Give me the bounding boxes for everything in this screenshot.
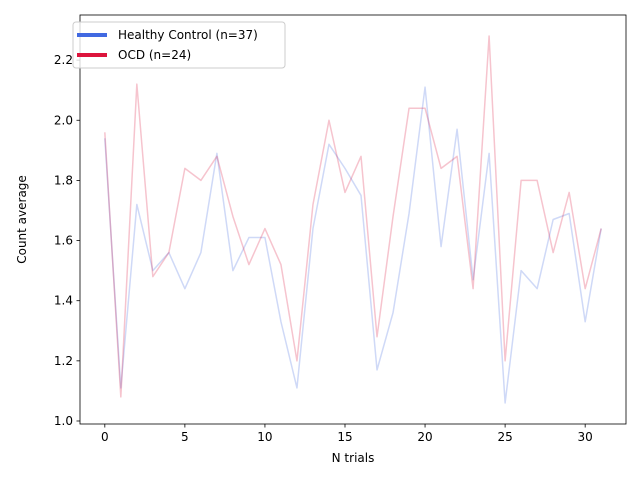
series-line-0 — [104, 86, 602, 404]
y-tick-label: 1.2 — [54, 354, 73, 368]
x-tick-label: 25 — [497, 430, 512, 444]
x-tick-label: 20 — [417, 430, 432, 444]
y-tick-label: 2.0 — [54, 113, 73, 127]
legend-label-0: Healthy Control (n=37) — [118, 28, 258, 42]
y-tick-label: 1.4 — [54, 294, 73, 308]
x-axis-label: N trials — [332, 451, 375, 465]
x-tick-label: 30 — [578, 430, 593, 444]
series-layer — [104, 35, 602, 404]
y-tick-label: 1.8 — [54, 173, 73, 187]
x-tick-label: 0 — [101, 430, 109, 444]
y-tick-label: 1.0 — [54, 414, 73, 428]
legend: Healthy Control (n=37) OCD (n=24) — [72, 21, 286, 69]
y-axis: 1.0 1.2 1.4 1.6 1.8 2.0 2.2 — [54, 53, 80, 428]
x-axis: 0 5 10 15 20 25 30 — [101, 424, 593, 444]
y-tick-label: 1.6 — [54, 234, 73, 248]
legend-label-1: OCD (n=24) — [118, 48, 191, 62]
legend-box — [72, 21, 286, 69]
x-tick-label: 10 — [257, 430, 272, 444]
y-tick-label: 2.2 — [54, 53, 73, 67]
x-tick-label: 15 — [337, 430, 352, 444]
y-axis-label: Count average — [15, 175, 29, 264]
series-line-1 — [104, 35, 602, 398]
x-tick-label: 5 — [181, 430, 189, 444]
plot-frame — [79, 14, 627, 425]
